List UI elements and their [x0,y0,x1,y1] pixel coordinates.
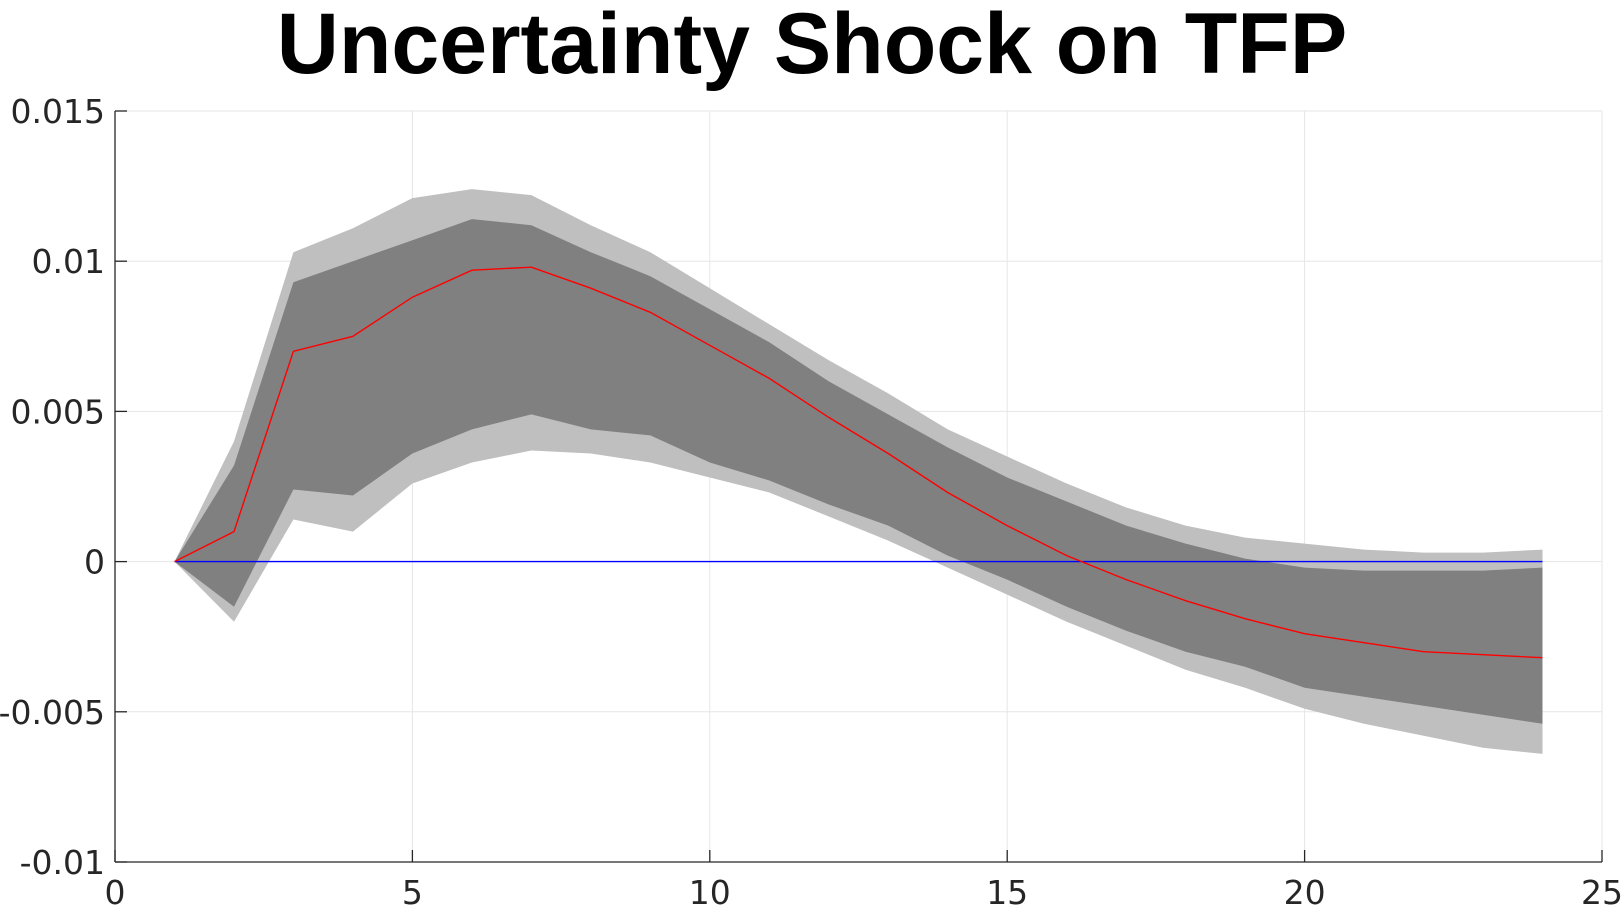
axes [114,110,1603,863]
median-response-line [174,266,1543,659]
chart-title: Uncertainty Shock on TFP [276,0,1348,92]
y-tick-label: 0.005 [11,392,105,431]
x-tick-label: 0 [105,873,126,912]
y-tick-label: 0.01 [32,242,105,281]
inner-band [174,219,1543,724]
confidence-bands [174,189,1543,754]
x-tick-label: 10 [689,873,731,912]
x-tick-label: 20 [1284,873,1326,912]
y-tick-label: -0.01 [20,843,105,882]
x-tick-label: 25 [1581,873,1623,912]
y-tick-label: 0 [84,543,105,582]
x-tick-label: 15 [986,873,1028,912]
y-tick-label: 0.015 [11,92,105,131]
x-tick-label: 5 [402,873,423,912]
tick-labels: 0 5 10 15 20 25 -0.01 -0.005 0 0.005 0.01 0.015 [0,92,1623,912]
response-lines [174,266,1543,659]
y-tick-label: -0.005 [0,693,105,732]
